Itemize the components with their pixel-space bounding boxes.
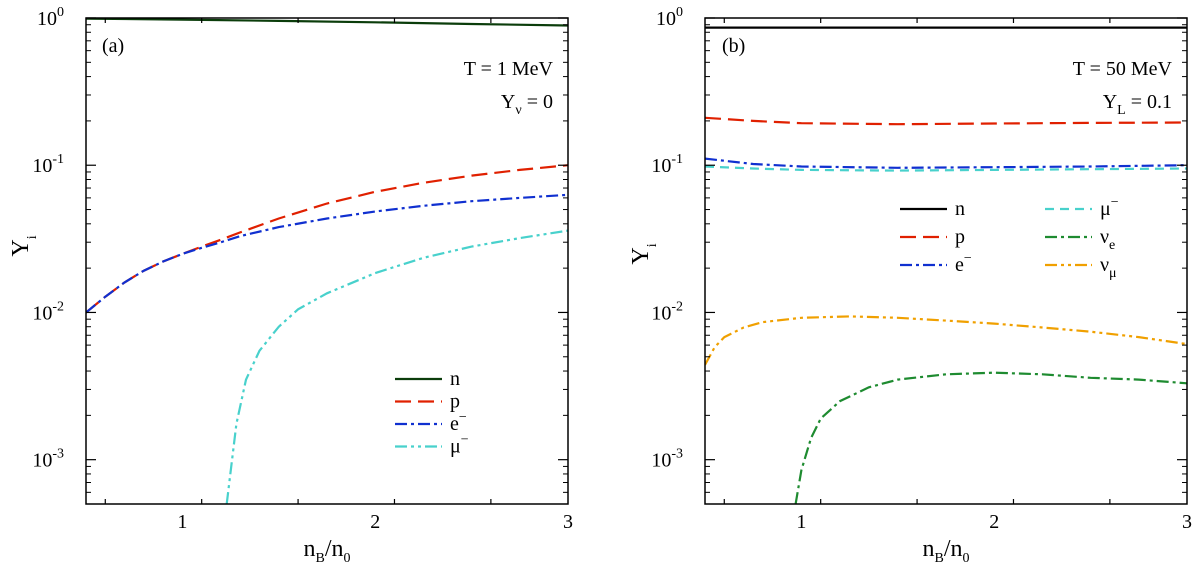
panel-b-curves <box>705 26 1187 504</box>
y-tick-label: 10-1 <box>651 152 683 177</box>
panel-a-annotation-ynu: Yν = 0 <box>501 91 553 118</box>
x-tick-label: 2 <box>989 511 999 533</box>
x-tick-label: 3 <box>563 511 573 533</box>
x-tick-label: 2 <box>370 511 380 533</box>
series-line-numu <box>705 315 1187 366</box>
y-tick-label: 10-2 <box>32 299 64 324</box>
legend-label: p <box>955 226 965 248</box>
legend-item-numu: νμ <box>1045 254 1117 281</box>
panel-b-x-axis-title: nB/n0 <box>922 536 969 565</box>
legend-label: e− <box>955 251 972 276</box>
panel-b-frame <box>704 17 1188 505</box>
legend-item-n: n <box>900 198 965 220</box>
legend-label: n <box>955 198 965 220</box>
panel-a-y-axis-title: Yi <box>8 235 40 256</box>
panel-b-label: (b) <box>722 35 745 57</box>
legend-item-muminus: μ− <box>395 433 469 458</box>
y-tick-label: 10-2 <box>651 299 683 324</box>
legend-item-eminus: e− <box>395 410 467 435</box>
legend-item-eminus: e− <box>900 251 972 276</box>
series-line-eminus <box>86 193 568 314</box>
panel-a-x-axis-title: nB/n0 <box>303 536 350 565</box>
panel-a-label: (a) <box>102 35 124 57</box>
legend-item-p: p <box>900 226 965 248</box>
legend-label: μ− <box>1100 195 1119 220</box>
panel-b: 1 2 3 10-3 10-2 10-1 100 (b) T = 50 MeV YL = 0… <box>628 5 1192 565</box>
y-tick-label: 10-3 <box>651 447 683 472</box>
y-tick-label: 10-1 <box>32 152 64 177</box>
legend-label: μ− <box>450 433 469 458</box>
panel-b-ticks: 1 2 3 10-3 10-2 10-1 100 <box>651 5 1192 533</box>
y-tick-label: 100 <box>37 5 64 30</box>
series-line-nue <box>794 371 1187 504</box>
panel-a-ticks: 1 2 3 10-3 10-2 10-1 100 <box>32 5 573 533</box>
series-line-n <box>86 18 568 27</box>
panel-a-annotation-temperature: T = 1 MeV <box>464 58 554 80</box>
series-line-muminus <box>705 165 1187 172</box>
legend-label: νμ <box>1100 254 1117 281</box>
series-line-muminus <box>225 229 568 504</box>
panel-a-frame <box>85 17 569 505</box>
x-tick-label: 1 <box>796 511 806 533</box>
legend-item-nue: νe <box>1045 226 1115 253</box>
series-line-p <box>86 164 568 314</box>
x-tick-label: 3 <box>1182 511 1192 533</box>
legend-label: n <box>450 368 460 390</box>
panel-a-curves <box>86 18 568 504</box>
y-tick-label: 10-3 <box>32 447 64 472</box>
panel-b-annotation-temperature: T = 50 MeV <box>1073 58 1173 80</box>
y-tick-label: 100 <box>656 5 683 30</box>
x-tick-label: 1 <box>177 511 187 533</box>
series-line-p <box>705 116 1187 126</box>
panel-b-y-axis-title: Yi <box>628 243 660 264</box>
panel-a-legend: npe−μ− <box>395 368 469 458</box>
legend-label: νe <box>1100 226 1115 253</box>
legend-label: e− <box>450 410 467 435</box>
series-line-eminus <box>705 157 1187 169</box>
legend-label: p <box>450 391 460 413</box>
legend-item-muminus: μ− <box>1045 195 1119 220</box>
panel-b-annotation-yl: YL = 0.1 <box>1103 91 1172 118</box>
legend-item-p: p <box>395 391 460 413</box>
legend-item-n: n <box>395 368 460 390</box>
